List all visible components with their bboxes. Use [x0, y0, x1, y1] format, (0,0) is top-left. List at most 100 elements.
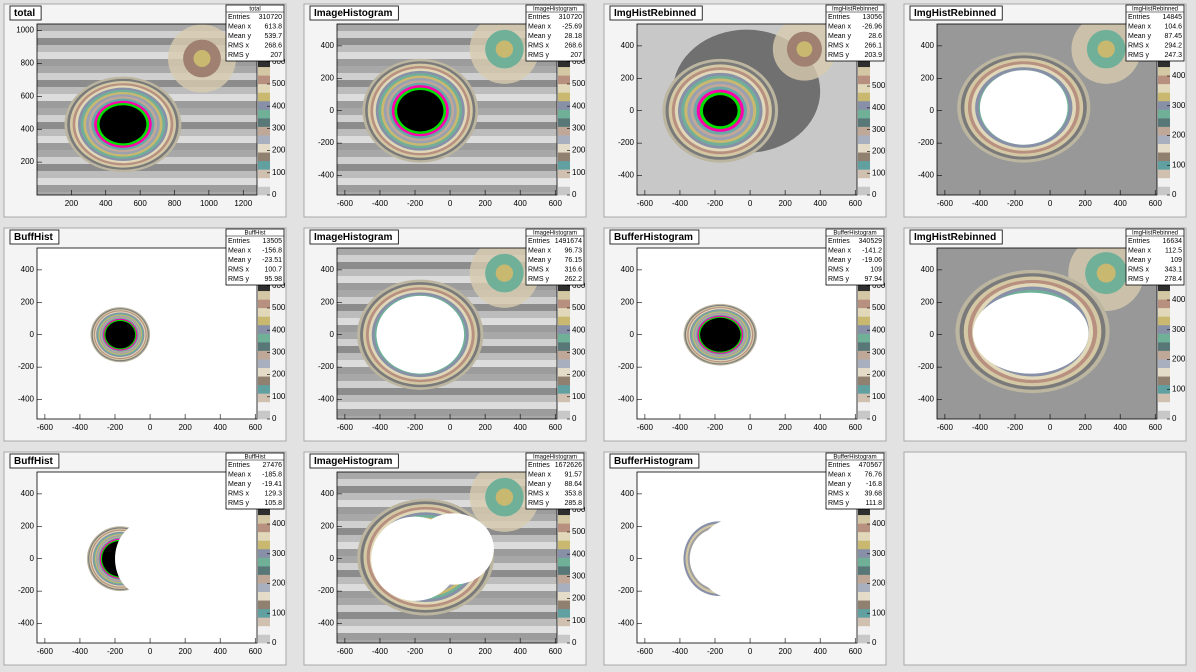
stats-label: Entries [228, 462, 250, 469]
palette-cell [858, 83, 870, 93]
stats-label: RMS y [528, 52, 550, 59]
x-tick-label: 200 [478, 647, 492, 656]
palette-cell [258, 75, 270, 85]
y-tick-label: -200 [18, 586, 35, 595]
x-tick-label: 400 [814, 199, 828, 208]
x-tick-label: 0 [748, 423, 753, 432]
y-tick-label: 0 [330, 554, 335, 563]
palette-cell [1158, 316, 1170, 326]
frame-content [337, 472, 557, 643]
stats-value: 262.2 [564, 276, 582, 283]
y-tick-label: -400 [318, 395, 335, 404]
empty-region [115, 523, 172, 595]
z-tick-label: 200 [872, 147, 886, 156]
palette-cell [1158, 384, 1170, 394]
stats-label: Mean y [1128, 257, 1151, 264]
palette-cell [258, 367, 270, 377]
palette-cell [1158, 410, 1170, 420]
stats-value: 112.5 [1165, 247, 1182, 254]
palette-cell [858, 109, 870, 119]
palette-cell [858, 126, 870, 136]
z-tick-label: 400 [1172, 295, 1186, 304]
palette-cell [1158, 66, 1170, 76]
ring [105, 320, 136, 349]
stats-value: 613.8 [264, 23, 282, 30]
y-tick-label: -400 [18, 395, 35, 404]
palette-cell [558, 523, 570, 533]
y-tick-label: 200 [321, 73, 335, 82]
stripe [337, 626, 557, 633]
x-tick-label: 400 [514, 423, 528, 432]
z-tick-label: 100 [272, 608, 286, 617]
y-tick-label: -200 [318, 138, 335, 147]
palette-cell [558, 177, 570, 187]
x-tick-label: 400 [514, 199, 528, 208]
x-tick-label: 200 [1078, 199, 1092, 208]
stats-box: ImgHistRebinned Entries 14845 Mean x 104.6 Me… [1125, 4, 1185, 62]
stats-label: RMS x [1128, 42, 1150, 49]
stripe [337, 395, 557, 402]
stats-value: 27476 [263, 462, 283, 469]
palette-cell [858, 186, 870, 196]
palette-cell [858, 316, 870, 326]
palette-cell [558, 540, 570, 550]
palette-cell [858, 600, 870, 610]
frame [636, 23, 858, 196]
palette-cell [258, 531, 270, 541]
stats-box: total Entries 310720 Mean x 613.8 Mean y 539.7… [225, 4, 285, 62]
z-tick-label: 200 [872, 370, 886, 379]
stats-value: -19.41 [262, 481, 282, 488]
stats-value: 87.45 [1164, 33, 1182, 40]
stats-label: RMS x [228, 490, 250, 497]
stats-label: Mean y [828, 33, 851, 40]
x-tick-label: -400 [72, 423, 89, 432]
pad-title: ImageHistogram [314, 8, 392, 19]
palette-cell [258, 152, 270, 162]
palette-cell [558, 169, 570, 179]
stats-label: RMS y [1128, 276, 1150, 283]
stats-label: Entries [828, 238, 850, 245]
palette-cell [558, 186, 570, 196]
x-tick-label: 600 [849, 199, 863, 208]
y-tick-label: 200 [21, 157, 35, 166]
y-tick-label: -400 [618, 619, 635, 628]
z-tick-label: 200 [572, 370, 586, 379]
palette-cell [1158, 367, 1170, 377]
y-tick-label: -200 [318, 362, 335, 371]
frame [936, 23, 1158, 196]
stripe [337, 24, 557, 31]
empty-pad [903, 451, 1187, 666]
stats-label: RMS y [1128, 52, 1150, 59]
stats-value: -19.06 [862, 257, 882, 264]
y-tick-label: 0 [330, 330, 335, 339]
stats-value: 539.7 [264, 33, 282, 40]
frame [336, 23, 558, 196]
palette-cell [258, 282, 270, 292]
z-tick-label: 100 [872, 608, 886, 617]
stats-label: Mean y [1128, 33, 1151, 40]
stripe [337, 192, 557, 195]
pad: -600 -400 -200 0 200 400 600 -400 -200 0 200 400 0 10… [3, 227, 287, 442]
stats-label: RMS x [828, 266, 850, 273]
palette-cell [258, 83, 270, 93]
empty-region [697, 519, 765, 598]
z-tick-label: 0 [272, 414, 277, 423]
y-tick-label: 400 [321, 265, 335, 274]
stats-value: 268.6 [564, 42, 582, 49]
stats-label: RMS x [228, 42, 250, 49]
palette-cell [258, 160, 270, 170]
x-tick-label: -200 [407, 647, 424, 656]
frame [636, 247, 858, 420]
stats-title: ImageHistogram [533, 454, 577, 460]
palette-cell [558, 514, 570, 524]
palette-cell [258, 401, 270, 411]
stripe [337, 493, 557, 500]
z-tick-label: 100 [572, 168, 586, 177]
y-tick-label: 200 [321, 521, 335, 530]
stripe [337, 157, 557, 164]
stats-label: Mean x [828, 247, 851, 254]
stats-value: 28.18 [564, 33, 582, 40]
stats-label: RMS y [528, 500, 550, 507]
palette-cell [558, 384, 570, 394]
stats-label: Entries [528, 238, 550, 245]
